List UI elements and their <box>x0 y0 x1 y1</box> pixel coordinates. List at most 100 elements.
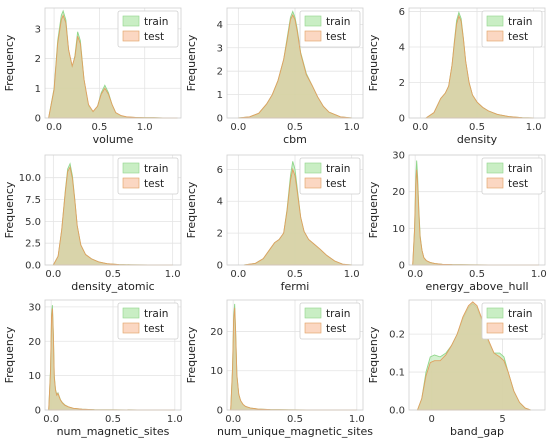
x-tick-label: 0.0 <box>43 414 59 425</box>
x-axis-label: density <box>457 133 498 146</box>
y-tick-label: 0 <box>399 261 405 272</box>
legend-label-test: test <box>144 31 164 43</box>
density-area-test <box>416 301 531 411</box>
x-tick-label: 1.0 <box>165 269 181 280</box>
plot-frame <box>408 154 546 266</box>
y-tick-label: 3 <box>35 24 41 35</box>
plot-frame <box>226 154 364 266</box>
legend-label-train: train <box>326 163 350 175</box>
panel-num-magnetic-sites: 0.0 0.5 1.0 0 10 20 30 num_magnetic_sites Freque… <box>3 299 183 438</box>
x-tick-label: 0 <box>428 414 434 425</box>
y-tick-label: 30 <box>28 302 41 313</box>
y-axis-label: Frequency <box>3 326 16 383</box>
y-tick-label: 4 <box>217 20 223 31</box>
plot-frame <box>408 299 546 411</box>
x-tick-label: 1.0 <box>167 414 183 425</box>
y-tick-label: 4 <box>399 43 405 54</box>
y-tick-label: 1 <box>217 90 223 101</box>
y-tick-label: 10.0 <box>19 173 41 184</box>
legend-label-train: train <box>508 163 532 175</box>
x-tick-label: 1.0 <box>349 414 365 425</box>
y-tick-label: 20 <box>210 327 223 338</box>
legend-swatch-train <box>304 162 322 174</box>
x-tick-label: 0.5 <box>469 122 485 133</box>
plot-frame <box>44 7 182 119</box>
legend-label-train: train <box>508 16 532 28</box>
y-tick-label: 0 <box>217 406 223 417</box>
legend-swatch-test <box>486 322 504 334</box>
plot-frame <box>226 299 364 411</box>
legend: train test <box>481 10 543 48</box>
y-tick-label: 2 <box>35 54 41 65</box>
x-tick-label: 0.0 <box>225 414 241 425</box>
y-axis-label: Frequency <box>367 181 380 238</box>
y-tick-label: 6 <box>217 165 223 176</box>
panel-band-gap: 0 5 0.0 0.1 0.2 band_gap Frequency train test <box>367 299 546 438</box>
y-tick-label: 0.2 <box>389 330 405 341</box>
x-tick-label: 0.5 <box>287 122 303 133</box>
x-tick-label: 0.5 <box>287 414 303 425</box>
x-tick-label: 1.0 <box>531 269 547 280</box>
y-tick-label: 10 <box>392 224 405 235</box>
y-tick-label: 2 <box>217 229 223 240</box>
plot-frame <box>226 7 364 119</box>
x-tick-label: 0.5 <box>469 269 485 280</box>
legend-label-train: train <box>508 308 532 320</box>
y-tick-label: 2.5 <box>25 239 41 250</box>
y-axis-label: Frequency <box>367 34 380 91</box>
legend-label-train: train <box>326 308 350 320</box>
x-axis-label: energy_above_hull <box>425 280 528 293</box>
x-axis-label: num_unique_magnetic_sites <box>217 425 373 438</box>
y-axis-label: Frequency <box>3 34 16 91</box>
x-tick-label: 0.0 <box>230 122 246 133</box>
legend-label-train: train <box>326 16 350 28</box>
density-area-test <box>424 14 534 119</box>
legend-swatch-test <box>304 322 322 334</box>
legend-swatch-test <box>122 322 140 334</box>
legend-swatch-train <box>304 15 322 27</box>
legend: train test <box>299 10 361 48</box>
legend-label-train: train <box>144 16 168 28</box>
legend-swatch-train <box>304 307 322 319</box>
y-axis-label: Frequency <box>185 181 198 238</box>
legend: train test <box>481 157 543 195</box>
x-tick-label: 5 <box>499 414 505 425</box>
plot-frame <box>44 299 182 411</box>
x-tick-label: 1.0 <box>137 122 153 133</box>
x-tick-label: 0.0 <box>412 122 428 133</box>
y-tick-label: 7.5 <box>25 195 41 206</box>
y-tick-label: 0 <box>217 261 223 272</box>
y-tick-label: 20 <box>392 187 405 198</box>
x-axis-label: fermi <box>281 280 310 293</box>
x-tick-label: 0.5 <box>105 414 121 425</box>
y-tick-label: 1 <box>35 84 41 95</box>
plot-frame <box>44 154 182 266</box>
y-tick-label: 2 <box>399 78 405 89</box>
y-tick-label: 10 <box>28 371 41 382</box>
panel-density-atomic: 0.0 0.5 1.0 0.0 2.5 5.0 7.5 10.0 density_atomic F… <box>3 154 182 293</box>
legend: train test <box>299 157 361 195</box>
legend-swatch-train <box>122 162 140 174</box>
x-axis-label: volume <box>93 133 134 146</box>
legend: train test <box>117 10 179 48</box>
panel-density: 0.0 0.5 1.0 0 2 4 6 density Frequency train test <box>367 7 546 146</box>
legend-swatch-train <box>486 162 504 174</box>
legend: train test <box>117 157 179 195</box>
y-tick-label: 2 <box>217 67 223 78</box>
y-tick-label: 10 <box>210 366 223 377</box>
y-tick-label: 4 <box>217 197 223 208</box>
legend: train test <box>481 302 543 340</box>
x-axis-label: cbm <box>283 133 307 146</box>
y-tick-label: 20 <box>28 337 41 348</box>
legend: train test <box>117 302 179 340</box>
legend-swatch-train <box>486 307 504 319</box>
panel-num-unique-magnetic-sites: 0.0 0.5 1.0 0 10 20 num_unique_magnetic_sites F… <box>185 299 373 438</box>
legend-swatch-test <box>122 30 140 42</box>
legend-label-test: test <box>144 178 164 190</box>
y-tick-label: 5.0 <box>25 217 41 228</box>
y-tick-label: 0.0 <box>25 261 41 272</box>
legend-label-test: test <box>326 323 346 335</box>
legend-swatch-test <box>304 177 322 189</box>
legend-swatch-train <box>122 307 140 319</box>
